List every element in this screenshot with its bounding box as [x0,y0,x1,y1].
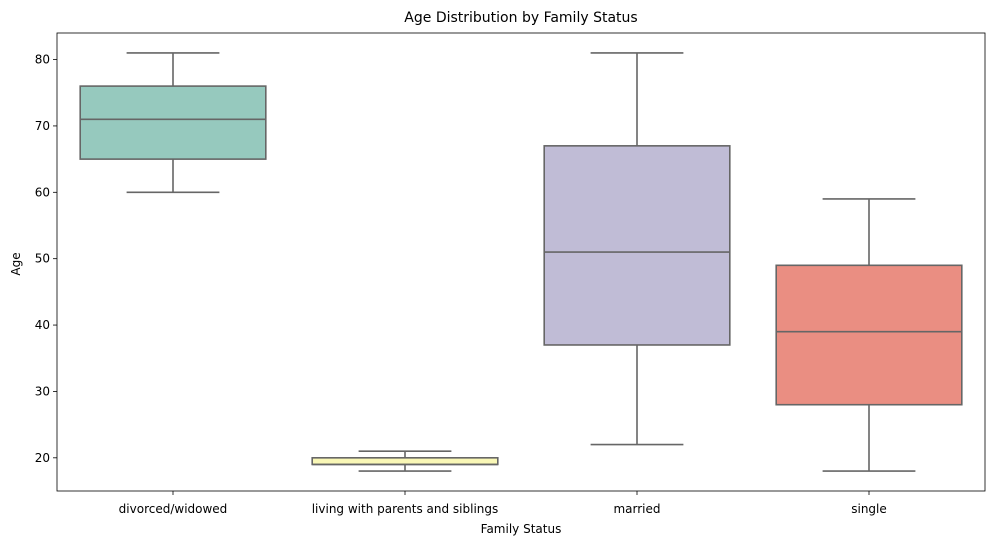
chart-title: Age Distribution by Family Status [404,10,637,26]
box-iqr [775,264,963,406]
x-tick-label: married [613,502,660,516]
y-tick-label: 80 [35,53,50,67]
x-tick-label: divorced/widowed [119,502,228,516]
x-axis: divorced/widowed living with parents and … [119,491,887,516]
y-tick-label: 50 [35,252,50,266]
y-axis: 20 30 40 50 60 70 80 [35,53,57,465]
box-1 [79,52,267,194]
box-iqr [79,85,267,160]
x-tick-label: living with parents and siblings [312,502,499,516]
y-tick-label: 30 [35,384,50,398]
y-tick-label: 40 [35,318,50,332]
plot-frame [56,32,986,492]
box-iqr [543,145,731,346]
box-3 [543,52,731,446]
y-axis-label: Age [9,252,23,275]
x-axis-label: Family Status [481,522,562,536]
x-tick-label: single [851,502,887,516]
box-4 [775,198,963,472]
box-iqr [311,457,499,466]
boxes-group [79,52,963,472]
y-tick-label: 70 [35,119,50,133]
y-tick-label: 60 [35,185,50,199]
box-2 [311,450,499,472]
y-tick-label: 20 [35,451,50,465]
plot-area [56,32,986,492]
